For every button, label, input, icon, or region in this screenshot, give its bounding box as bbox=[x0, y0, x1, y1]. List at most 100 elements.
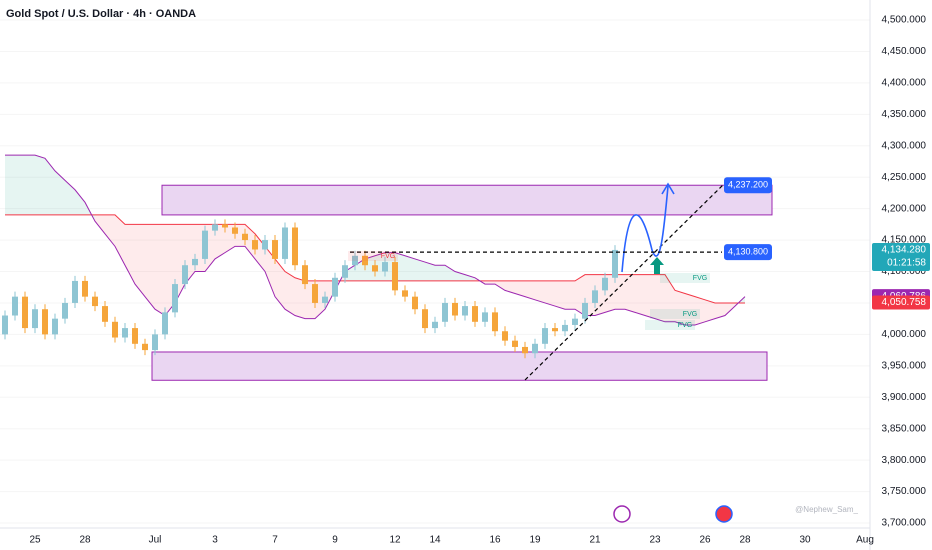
y-tick-label: 4,150.000 bbox=[882, 235, 927, 246]
candle-body bbox=[562, 324, 568, 332]
trend-line bbox=[524, 181, 727, 381]
y-tick-label: 4,450.000 bbox=[882, 46, 927, 57]
watermark: @Nephew_Sam_ bbox=[795, 505, 858, 514]
x-tick-label: 28 bbox=[739, 535, 751, 546]
cloud-fill bbox=[565, 280, 575, 310]
candle-body bbox=[572, 318, 578, 325]
cloud-fill bbox=[95, 214, 105, 234]
cloud-fill bbox=[85, 202, 95, 222]
cloud-fill bbox=[155, 224, 165, 316]
fvg-box bbox=[348, 251, 398, 261]
x-tick-label: Aug bbox=[856, 535, 874, 546]
candle-body bbox=[462, 306, 468, 316]
candle-body bbox=[522, 346, 528, 354]
candle-body bbox=[402, 290, 408, 297]
candle-body bbox=[192, 258, 198, 266]
cloud-fill bbox=[75, 189, 85, 215]
cloud-fill bbox=[705, 299, 715, 322]
candle-body bbox=[292, 227, 298, 266]
candle-body bbox=[392, 262, 398, 291]
x-tick-label: 30 bbox=[799, 535, 811, 546]
cloud-fill bbox=[465, 274, 475, 281]
zone bbox=[161, 184, 773, 216]
candle-body bbox=[602, 277, 608, 291]
cloud-fill bbox=[505, 280, 515, 294]
x-tick-label: 14 bbox=[429, 535, 441, 546]
drawing-layer: 4,237.200 4,130.800 FVG FVG FVG FVG bbox=[348, 177, 772, 523]
cloud-fill bbox=[485, 280, 495, 285]
level-label-box bbox=[724, 177, 772, 194]
cloud-fill bbox=[245, 224, 255, 259]
candle-body bbox=[272, 240, 278, 259]
candle-body bbox=[512, 340, 518, 347]
candle-body bbox=[282, 227, 288, 259]
candle-body bbox=[432, 321, 438, 329]
cloud-fill bbox=[35, 155, 45, 215]
x-tick-label: 7 bbox=[272, 535, 278, 546]
cloud-fill bbox=[685, 293, 695, 325]
price-label: 4,050.758 bbox=[882, 297, 927, 308]
candle-body bbox=[362, 255, 368, 266]
cloud-fill bbox=[295, 277, 305, 319]
candle-body bbox=[92, 296, 98, 307]
candle-body bbox=[352, 255, 358, 266]
candle-layer bbox=[2, 219, 618, 359]
cloud-fill bbox=[545, 280, 555, 307]
countdown: 01:21:58 bbox=[887, 258, 926, 269]
candle-body bbox=[492, 312, 498, 332]
fvg-box bbox=[645, 320, 695, 330]
y-tick-label: 3,750.000 bbox=[882, 486, 927, 497]
price-label: 4,134.280 bbox=[882, 245, 927, 256]
zone bbox=[151, 351, 768, 381]
y-tick-label: 4,300.000 bbox=[882, 140, 927, 151]
up-arrow bbox=[650, 257, 664, 274]
cloud-fill bbox=[525, 280, 535, 300]
fvg-box bbox=[650, 309, 700, 319]
cloud-fill bbox=[675, 290, 685, 325]
projection-arrow bbox=[661, 182, 675, 195]
candle-body bbox=[442, 302, 448, 322]
candle-body bbox=[12, 296, 18, 316]
cloud-fill bbox=[425, 262, 435, 281]
cloud-fill bbox=[725, 302, 735, 316]
candle-body bbox=[412, 296, 418, 310]
y-tick-label: 4,350.000 bbox=[882, 109, 927, 120]
cloud-fill bbox=[15, 155, 25, 215]
axis-layer: 3,700.000 3,750.000 3,800.000 3,850.000 3,90… bbox=[29, 15, 930, 546]
candle-body bbox=[242, 233, 248, 241]
x-tick-label: 25 bbox=[29, 535, 41, 546]
cloud-fill bbox=[645, 274, 655, 319]
candle-body bbox=[472, 306, 478, 322]
candle-body bbox=[132, 328, 138, 344]
cloud-fill bbox=[115, 214, 125, 266]
y-tick-label: 3,800.000 bbox=[882, 455, 927, 466]
candle-body bbox=[152, 334, 158, 351]
event-icon[interactable] bbox=[613, 505, 631, 523]
y-tick-label: 4,500.000 bbox=[882, 15, 927, 26]
candle-body bbox=[482, 312, 488, 322]
candle-body bbox=[552, 328, 558, 332]
candle-body bbox=[502, 331, 508, 341]
cloud-fill bbox=[65, 180, 75, 215]
candle-body bbox=[32, 309, 38, 329]
cloud-fill bbox=[515, 280, 525, 297]
y-tick-label: 4,200.000 bbox=[882, 203, 927, 214]
y-tick-label: 3,700.000 bbox=[882, 518, 927, 529]
x-tick-label: 21 bbox=[589, 535, 601, 546]
cloud-fill bbox=[275, 258, 285, 310]
price-label-box bbox=[872, 295, 930, 310]
candle-body bbox=[232, 227, 238, 234]
event-icon[interactable] bbox=[715, 505, 733, 523]
cloud-fill bbox=[55, 170, 65, 215]
x-tick-label: 16 bbox=[489, 535, 501, 546]
cloud-fill bbox=[715, 302, 725, 319]
x-tick-label: 28 bbox=[79, 535, 91, 546]
fvg-label: FVG bbox=[693, 275, 707, 282]
candle-body bbox=[212, 224, 218, 231]
x-tick-label: 3 bbox=[212, 535, 218, 546]
cloud-fill bbox=[625, 274, 635, 313]
zone-layer bbox=[151, 184, 773, 381]
candle-body bbox=[82, 280, 88, 297]
candle-body bbox=[2, 315, 8, 335]
